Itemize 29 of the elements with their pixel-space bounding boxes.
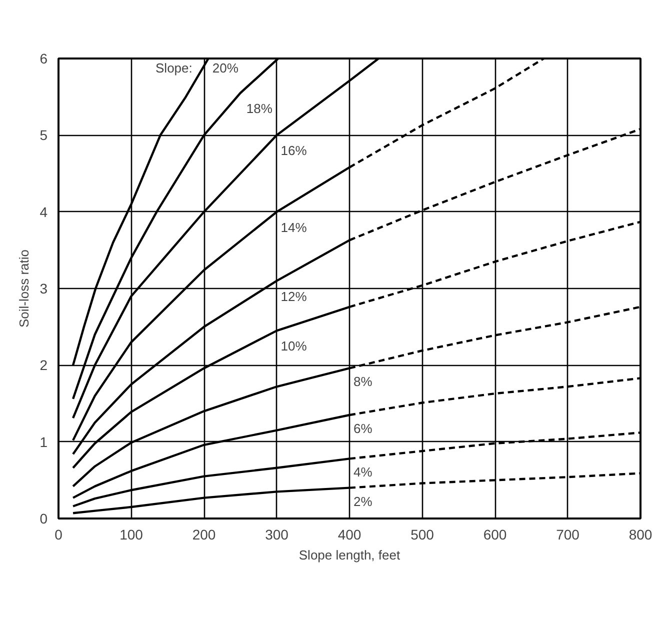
- x-tick-label: 800: [628, 526, 652, 542]
- series-label: 14%: [280, 220, 308, 235]
- x-axis-title: Slope length, feet: [298, 548, 400, 562]
- y-tick-label: 6: [40, 50, 48, 66]
- x-tick-label: 600: [483, 526, 507, 542]
- series-label: 20%: [212, 60, 239, 76]
- series-label: 16%: [280, 143, 308, 158]
- series-label: 2%: [354, 494, 373, 509]
- x-tick-label: 300: [265, 526, 289, 542]
- x-tick-label: 100: [120, 526, 144, 542]
- series-label: 10%: [280, 338, 308, 354]
- series-label: 18%: [246, 101, 273, 116]
- y-axis-title: Soil-loss ratio: [16, 249, 32, 328]
- y-tick-label: 0: [40, 510, 48, 526]
- y-tick-label: 5: [40, 127, 48, 144]
- x-tick-label: 700: [556, 526, 580, 542]
- y-tick-label: 4: [40, 204, 48, 220]
- series-label: 6%: [354, 421, 373, 436]
- y-tick-label: 2: [40, 357, 48, 374]
- x-tick-label: 200: [192, 526, 216, 542]
- x-tick-label: 400: [338, 526, 362, 542]
- x-tick-label: 500: [410, 526, 434, 542]
- series-label: 8%: [354, 374, 373, 390]
- x-tick-label: 0: [54, 526, 63, 542]
- series-label: 4%: [354, 464, 373, 480]
- y-tick-label: 3: [40, 280, 48, 296]
- series-label: 12%: [280, 288, 308, 304]
- legend-title: Slope:: [156, 60, 192, 76]
- y-tick-label: 1: [40, 434, 48, 450]
